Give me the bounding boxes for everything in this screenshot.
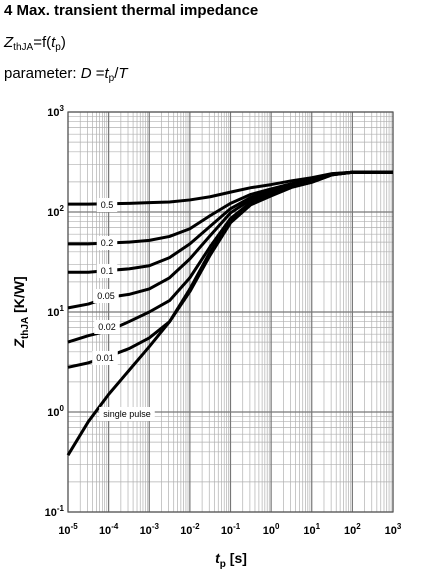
tick-base: 10	[303, 525, 315, 537]
tick-base: 10	[221, 525, 233, 537]
title: 4 Max. transient thermal impedance	[4, 2, 258, 19]
curve-label-bg	[96, 236, 118, 250]
grid	[67, 111, 394, 513]
x-tick-label: 10-4	[99, 522, 119, 537]
tick-base: 10	[385, 525, 397, 537]
curve-label: 0.05	[97, 291, 115, 301]
curve-label-bg	[99, 407, 155, 421]
y-tick-label: 10-1	[45, 504, 65, 519]
tick-base: 10	[140, 525, 152, 537]
x-tick-label: 10-1	[221, 522, 241, 537]
tick-base: 10	[47, 207, 59, 219]
tick-exponent: -2	[192, 522, 200, 531]
x-tick-label: 103	[385, 522, 402, 537]
formula: ZthJA=f(tp)	[3, 34, 66, 53]
x-tick-label: 10-5	[58, 522, 78, 537]
curve-label-bg	[94, 320, 120, 334]
tick-exponent: 3	[60, 104, 65, 113]
plot-frame	[67, 111, 394, 513]
curve-label: 0.02	[98, 322, 116, 332]
curve-label-bg	[93, 289, 119, 303]
parameter: parameter: D =tp/T	[4, 65, 129, 84]
curve-label: 0.01	[96, 353, 114, 363]
tick-base: 10	[263, 525, 275, 537]
tick-exponent: -3	[152, 522, 160, 531]
x-axis-label: tp [s]	[215, 550, 247, 570]
y-tick-label: 100	[47, 404, 64, 419]
curve-label-bg	[92, 351, 118, 365]
curve-label-bg	[96, 264, 118, 278]
curve	[66, 170, 393, 456]
curve-label-bg	[96, 198, 118, 212]
tick-exponent: -4	[111, 522, 119, 531]
tick-base: 10	[58, 525, 70, 537]
tick-exponent: 2	[60, 204, 65, 213]
tick-exponent: 0	[275, 522, 280, 531]
tick-exponent: 2	[356, 522, 361, 531]
x-tick-label: 101	[303, 522, 320, 537]
tick-base: 10	[47, 407, 59, 419]
y-tick-label: 103	[47, 104, 64, 119]
tick-base: 10	[45, 507, 57, 519]
y-tick-label: 102	[47, 204, 64, 219]
tick-base: 10	[344, 525, 356, 537]
tick-exponent: 0	[60, 404, 65, 413]
tick-base: 10	[180, 525, 192, 537]
x-tick-label: 102	[344, 522, 361, 537]
curve-label: 0.1	[101, 266, 114, 276]
tick-exponent: -5	[71, 522, 79, 531]
curve-label: 0.2	[101, 238, 114, 248]
curve-label: 0.5	[101, 200, 114, 210]
tick-exponent: -1	[233, 522, 241, 531]
y-axis-label: ZthJA [K/W]	[11, 276, 31, 348]
y-tick-label: 101	[47, 304, 64, 319]
tick-base: 10	[99, 525, 111, 537]
tick-exponent: 1	[316, 522, 321, 531]
curve-label: single pulse	[103, 409, 151, 419]
tick-base: 10	[47, 107, 59, 119]
tick-exponent: 1	[60, 304, 65, 313]
x-tick-label: 100	[263, 522, 280, 537]
x-tick-label: 10-3	[140, 522, 160, 537]
x-tick-label: 10-2	[180, 522, 200, 537]
tick-exponent: 3	[397, 522, 402, 531]
tick-base: 10	[47, 307, 59, 319]
tick-exponent: -1	[57, 504, 65, 513]
